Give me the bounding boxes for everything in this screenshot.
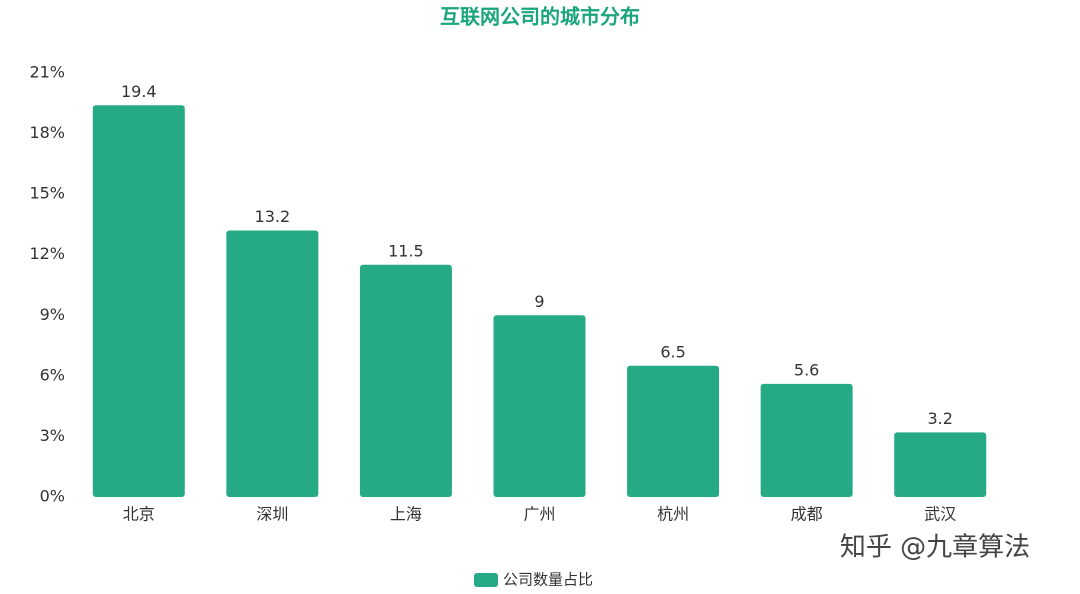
x-tick-label: 成都 — [791, 505, 823, 524]
x-tick-label: 上海 — [390, 505, 422, 524]
legend-label: 公司数量占比 — [503, 571, 593, 589]
x-tick-label: 武汉 — [924, 505, 956, 524]
bar — [92, 105, 185, 498]
bar — [760, 383, 853, 497]
data-label: 13.2 — [255, 207, 291, 226]
data-label: 3.2 — [927, 409, 952, 428]
y-tick-label: 15% — [29, 184, 65, 203]
y-tick-label: 21% — [29, 63, 65, 82]
bar — [894, 432, 987, 497]
x-tick-label: 广州 — [523, 505, 555, 524]
bar — [226, 230, 319, 497]
data-label: 5.6 — [794, 360, 819, 379]
chart-title: 互联网公司的城市分布 — [440, 5, 640, 29]
data-label: 19.4 — [121, 82, 157, 101]
data-label: 9 — [534, 292, 544, 311]
y-tick-label: 3% — [40, 426, 65, 445]
y-tick-label: 12% — [29, 244, 65, 263]
bar — [359, 264, 452, 497]
legend-swatch — [474, 573, 498, 587]
x-tick-label: 北京 — [123, 505, 155, 524]
y-tick-label: 18% — [29, 123, 65, 142]
y-tick-label: 0% — [40, 487, 65, 506]
y-tick-label: 6% — [40, 365, 65, 384]
data-label: 11.5 — [388, 241, 424, 260]
bar — [627, 365, 720, 497]
watermark: 知乎 @九章算法 — [840, 533, 1030, 563]
bar — [493, 315, 586, 497]
data-label: 6.5 — [660, 342, 685, 361]
y-tick-label: 9% — [40, 305, 65, 324]
x-tick-label: 杭州 — [657, 505, 689, 524]
x-tick-label: 深圳 — [256, 505, 288, 524]
